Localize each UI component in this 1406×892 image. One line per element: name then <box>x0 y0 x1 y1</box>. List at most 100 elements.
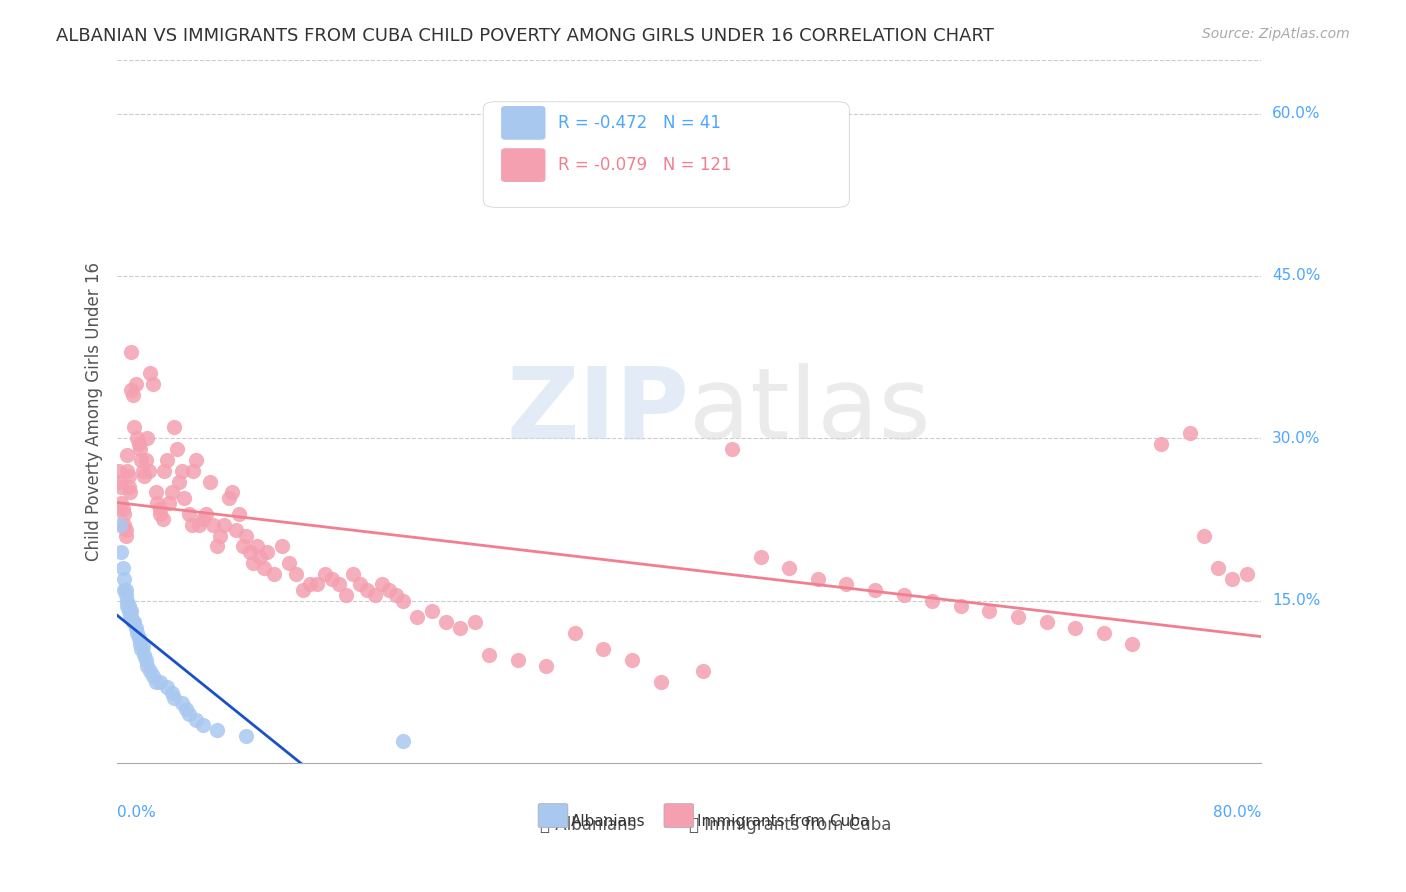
Point <box>152 512 174 526</box>
Point <box>153 464 176 478</box>
Point <box>136 658 159 673</box>
Point <box>207 540 229 554</box>
Point <box>121 604 143 618</box>
Point <box>139 367 162 381</box>
Point <box>328 577 350 591</box>
Point <box>392 593 415 607</box>
Point <box>449 621 471 635</box>
Point <box>1192 529 1215 543</box>
Point <box>235 729 257 743</box>
Point <box>125 377 148 392</box>
Point <box>124 615 146 630</box>
Point <box>420 604 443 618</box>
Text: R = -0.079   N = 121: R = -0.079 N = 121 <box>558 156 731 174</box>
Point <box>149 674 172 689</box>
Point <box>1222 572 1244 586</box>
Point <box>893 588 915 602</box>
Point <box>221 485 243 500</box>
Point <box>142 377 165 392</box>
Point <box>136 431 159 445</box>
Point <box>138 464 160 478</box>
Text: ⬜ Albanians: ⬜ Albanians <box>540 815 637 834</box>
Point <box>174 702 197 716</box>
Point <box>564 626 586 640</box>
Text: ⬜ Immigrants from Cuba: ⬜ Immigrants from Cuba <box>689 815 891 834</box>
Y-axis label: Child Poverty Among Girls Under 16: Child Poverty Among Girls Under 16 <box>86 261 103 561</box>
Point <box>778 561 800 575</box>
Point <box>145 674 167 689</box>
FancyBboxPatch shape <box>501 105 546 140</box>
Point <box>177 707 200 722</box>
Point <box>121 610 143 624</box>
Point <box>163 420 186 434</box>
Point <box>184 453 207 467</box>
Point <box>650 674 672 689</box>
Point <box>191 718 214 732</box>
Point <box>125 621 148 635</box>
Point <box>1007 610 1029 624</box>
Point <box>356 582 378 597</box>
Point <box>129 442 152 456</box>
Point <box>721 442 744 456</box>
Point <box>121 344 143 359</box>
Point <box>112 582 135 597</box>
Point <box>1064 621 1087 635</box>
Text: ALBANIAN VS IMMIGRANTS FROM CUBA CHILD POVERTY AMONG GIRLS UNDER 16 CORRELATION : ALBANIAN VS IMMIGRANTS FROM CUBA CHILD P… <box>56 27 994 45</box>
Text: atlas: atlas <box>689 363 931 459</box>
Point <box>134 648 156 662</box>
Point <box>246 540 269 554</box>
Point <box>464 615 486 630</box>
Point <box>111 561 134 575</box>
Point <box>120 604 142 618</box>
Point <box>478 648 501 662</box>
Point <box>1236 566 1258 581</box>
Point <box>163 690 186 705</box>
Point <box>378 582 401 597</box>
Point <box>207 723 229 738</box>
Point <box>173 491 195 505</box>
Point <box>139 664 162 678</box>
Point <box>156 680 179 694</box>
Point <box>160 685 183 699</box>
Point <box>156 453 179 467</box>
Text: ZIP: ZIP <box>506 363 689 459</box>
Point <box>132 464 155 478</box>
Point <box>256 545 278 559</box>
Point <box>363 588 385 602</box>
Point <box>170 464 193 478</box>
Point <box>187 517 209 532</box>
Point <box>392 734 415 748</box>
Point <box>1178 425 1201 440</box>
Point <box>1035 615 1057 630</box>
Point <box>115 448 138 462</box>
Point <box>120 485 142 500</box>
Text: R = -0.472   N = 41: R = -0.472 N = 41 <box>558 114 721 132</box>
Point <box>129 637 152 651</box>
Point <box>157 496 180 510</box>
Point <box>314 566 336 581</box>
Point <box>124 420 146 434</box>
Point <box>335 588 357 602</box>
Point <box>108 475 131 489</box>
Point <box>132 639 155 653</box>
Point <box>115 593 138 607</box>
Point <box>111 501 134 516</box>
Point <box>115 599 138 613</box>
Point <box>434 615 457 630</box>
Point <box>385 588 408 602</box>
Point <box>370 577 392 591</box>
Point <box>177 507 200 521</box>
Point <box>198 475 221 489</box>
Point <box>349 577 371 591</box>
Point <box>506 653 529 667</box>
Point <box>135 453 157 467</box>
Point <box>235 529 257 543</box>
Point <box>128 436 150 450</box>
Point <box>1150 436 1173 450</box>
Point <box>284 566 307 581</box>
FancyBboxPatch shape <box>501 147 546 183</box>
Point <box>114 582 136 597</box>
Text: 15.0%: 15.0% <box>1272 593 1320 608</box>
Text: 45.0%: 45.0% <box>1272 268 1320 284</box>
Point <box>225 523 247 537</box>
